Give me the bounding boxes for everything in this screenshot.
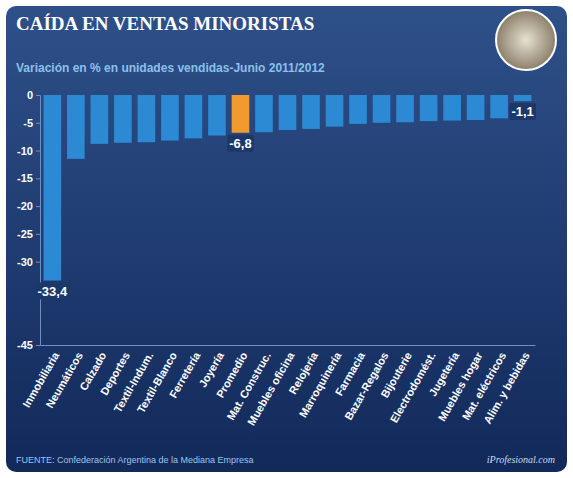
bars xyxy=(44,95,532,281)
y-tick-label: -45 xyxy=(17,339,33,351)
data-label-patch xyxy=(36,283,70,300)
bar xyxy=(232,95,250,133)
y-tick: 0 xyxy=(27,89,40,101)
source: FUENTE: Confederación Argentina de la Me… xyxy=(16,455,254,465)
bar xyxy=(138,95,156,142)
y-tick-mark xyxy=(36,178,40,179)
y-tick-label: -15 xyxy=(17,172,33,184)
bar xyxy=(91,95,109,144)
y-tick: -30 xyxy=(17,256,40,268)
bar xyxy=(255,95,273,132)
data-labels: -33,4 -6,8 -1,1 xyxy=(36,103,536,299)
x-tick: Alim. y bebidas xyxy=(481,350,532,426)
x-tick-label: Neumáticos xyxy=(43,350,85,410)
bar xyxy=(490,95,508,118)
y-tick-mark xyxy=(36,206,40,207)
bar xyxy=(185,95,203,138)
y-axis: 0 -5 -10 -15 -20 -25 -30 -45 xyxy=(17,89,40,351)
bar xyxy=(302,95,320,129)
y-tick: -45 xyxy=(17,339,40,351)
bar xyxy=(44,95,62,281)
photo xyxy=(496,10,556,70)
data-label: -6,8 xyxy=(229,136,251,151)
y-tick-mark xyxy=(36,345,40,346)
x-tick-label: Alim. y bebidas xyxy=(481,350,532,426)
bar xyxy=(67,95,85,159)
title: CAÍDA EN VENTAS MINORISTAS xyxy=(16,13,314,34)
bar xyxy=(279,95,297,130)
bar xyxy=(114,95,132,143)
x-axis-line xyxy=(41,345,536,346)
y-tick-label: 0 xyxy=(27,89,33,101)
background xyxy=(6,6,567,472)
y-tick: -20 xyxy=(17,200,40,212)
y-axis-line xyxy=(36,96,41,346)
bar xyxy=(208,95,226,136)
bar xyxy=(443,95,461,121)
x-tick-label: Ferretería xyxy=(167,349,203,400)
y-tick: -25 xyxy=(17,228,40,240)
bar xyxy=(326,95,344,127)
y-tick-label: -10 xyxy=(17,145,33,157)
y-tick: -5 xyxy=(23,117,40,129)
bar xyxy=(396,95,414,122)
data-label: -1,1 xyxy=(511,104,533,119)
y-tick-label: -30 xyxy=(17,256,33,268)
subtitle: Variación en % en unidades vendidas-Juni… xyxy=(16,61,325,75)
data-label-patch xyxy=(227,135,253,152)
credit: iProfesional.com xyxy=(487,454,555,465)
y-tick: -10 xyxy=(17,145,40,157)
bar xyxy=(420,95,438,121)
y-tick-mark xyxy=(36,262,40,263)
chart: CAÍDA EN VENTAS MINORISTAS Variación en %… xyxy=(0,0,573,478)
y-tick-label: -25 xyxy=(17,228,33,240)
data-label: -33,4 xyxy=(38,284,68,299)
y-tick-mark xyxy=(36,151,40,152)
y-tick-label: -5 xyxy=(23,117,33,129)
y-tick: -15 xyxy=(17,172,40,184)
bar xyxy=(467,95,485,120)
x-tick: Neumáticos xyxy=(43,350,85,410)
y-tick-label: -20 xyxy=(17,200,33,212)
bar xyxy=(514,95,532,101)
y-tick-mark xyxy=(36,123,40,124)
bar xyxy=(349,95,367,124)
data-label-patch xyxy=(509,103,535,120)
y-tick-mark xyxy=(36,95,40,96)
y-tick-mark xyxy=(36,234,40,235)
bar xyxy=(161,95,179,141)
bar xyxy=(373,95,391,123)
x-tick: Ferretería xyxy=(167,349,203,400)
x-axis: InmobiliariaNeumáticosCalzadoDeportesTex… xyxy=(20,346,535,428)
